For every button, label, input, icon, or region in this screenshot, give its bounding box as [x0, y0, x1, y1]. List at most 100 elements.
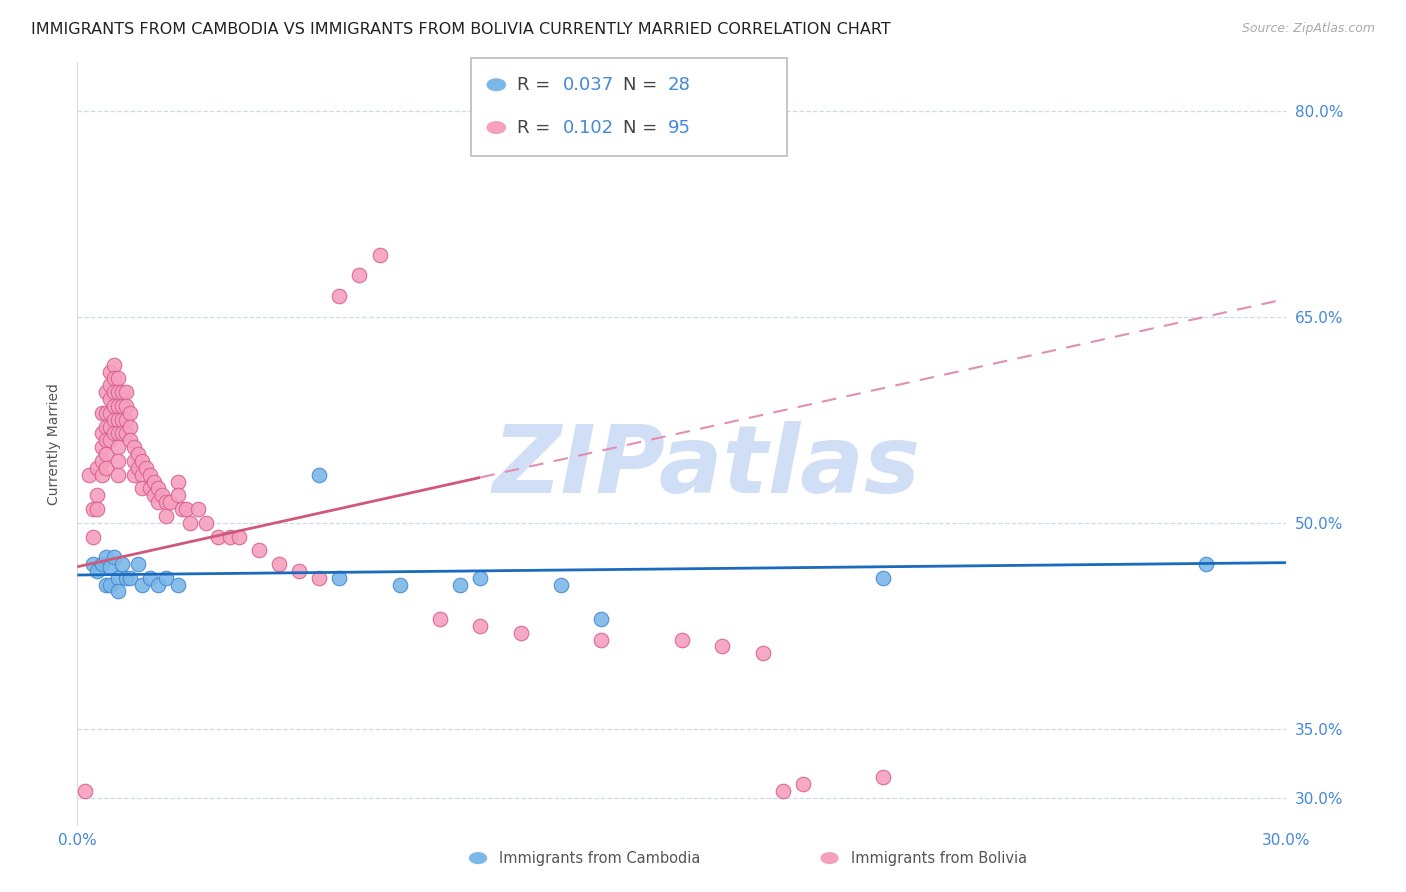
- Point: [146, 482, 169, 496]
- Point: [142, 475, 165, 489]
- Point: [772, 783, 794, 797]
- Point: [98, 434, 121, 448]
- Point: [131, 454, 153, 468]
- Point: [114, 571, 136, 585]
- Point: [146, 577, 169, 591]
- Point: [127, 557, 149, 571]
- Point: [118, 419, 141, 434]
- Point: [111, 399, 134, 413]
- Point: [98, 365, 121, 379]
- Point: [671, 632, 693, 647]
- Point: [90, 467, 112, 482]
- Point: [107, 385, 129, 400]
- Point: [94, 460, 117, 475]
- Point: [207, 529, 229, 543]
- Point: [751, 646, 773, 660]
- Point: [167, 577, 190, 591]
- Text: ZIPatlas: ZIPatlas: [492, 421, 920, 513]
- Point: [111, 557, 134, 571]
- Point: [591, 632, 613, 647]
- Point: [122, 440, 145, 454]
- Point: [368, 248, 391, 262]
- Point: [82, 502, 104, 516]
- Text: Source: ZipAtlas.com: Source: ZipAtlas.com: [1241, 22, 1375, 36]
- Point: [103, 413, 125, 427]
- Text: Immigrants from Cambodia: Immigrants from Cambodia: [499, 851, 700, 865]
- Point: [90, 557, 112, 571]
- Point: [118, 434, 141, 448]
- Point: [107, 440, 129, 454]
- Point: [155, 508, 177, 523]
- Point: [122, 467, 145, 482]
- Point: [86, 488, 108, 502]
- Point: [131, 467, 153, 482]
- Point: [86, 460, 108, 475]
- Point: [308, 571, 330, 585]
- Point: [219, 529, 242, 543]
- Point: [155, 495, 177, 509]
- Point: [90, 426, 112, 441]
- Point: [82, 529, 104, 543]
- Point: [94, 550, 117, 565]
- Point: [98, 559, 121, 574]
- Point: [107, 399, 129, 413]
- Point: [131, 577, 153, 591]
- Point: [167, 488, 190, 502]
- Point: [308, 467, 330, 482]
- Point: [135, 460, 157, 475]
- Point: [429, 612, 451, 626]
- Point: [872, 770, 894, 784]
- Point: [107, 371, 129, 385]
- Point: [139, 571, 162, 585]
- Text: 28: 28: [668, 76, 690, 94]
- Point: [103, 550, 125, 565]
- Point: [118, 406, 141, 420]
- Point: [179, 516, 201, 530]
- Point: [122, 454, 145, 468]
- Point: [172, 502, 194, 516]
- Point: [288, 564, 311, 578]
- Point: [86, 564, 108, 578]
- Point: [103, 426, 125, 441]
- Text: R =: R =: [517, 119, 557, 136]
- Point: [142, 488, 165, 502]
- Point: [328, 571, 350, 585]
- Point: [550, 577, 572, 591]
- Point: [90, 406, 112, 420]
- Point: [107, 571, 129, 585]
- Text: N =: N =: [623, 119, 662, 136]
- Point: [114, 385, 136, 400]
- Point: [792, 777, 814, 791]
- Point: [111, 385, 134, 400]
- Point: [139, 482, 162, 496]
- Point: [591, 612, 613, 626]
- Point: [247, 543, 270, 558]
- Point: [167, 475, 190, 489]
- Text: Immigrants from Bolivia: Immigrants from Bolivia: [851, 851, 1026, 865]
- Point: [111, 413, 134, 427]
- Text: N =: N =: [623, 76, 662, 94]
- Point: [711, 640, 734, 654]
- Point: [328, 289, 350, 303]
- Point: [107, 454, 129, 468]
- Point: [139, 467, 162, 482]
- Point: [107, 467, 129, 482]
- Point: [86, 502, 108, 516]
- Point: [98, 577, 121, 591]
- Text: 0.102: 0.102: [562, 119, 613, 136]
- Point: [90, 454, 112, 468]
- Point: [150, 488, 173, 502]
- Text: 95: 95: [668, 119, 690, 136]
- Point: [107, 413, 129, 427]
- Point: [94, 447, 117, 461]
- Point: [159, 495, 181, 509]
- Point: [195, 516, 218, 530]
- Point: [90, 440, 112, 454]
- Point: [103, 385, 125, 400]
- Point: [94, 385, 117, 400]
- Point: [94, 406, 117, 420]
- Point: [94, 577, 117, 591]
- Point: [98, 378, 121, 392]
- Point: [114, 426, 136, 441]
- Point: [127, 447, 149, 461]
